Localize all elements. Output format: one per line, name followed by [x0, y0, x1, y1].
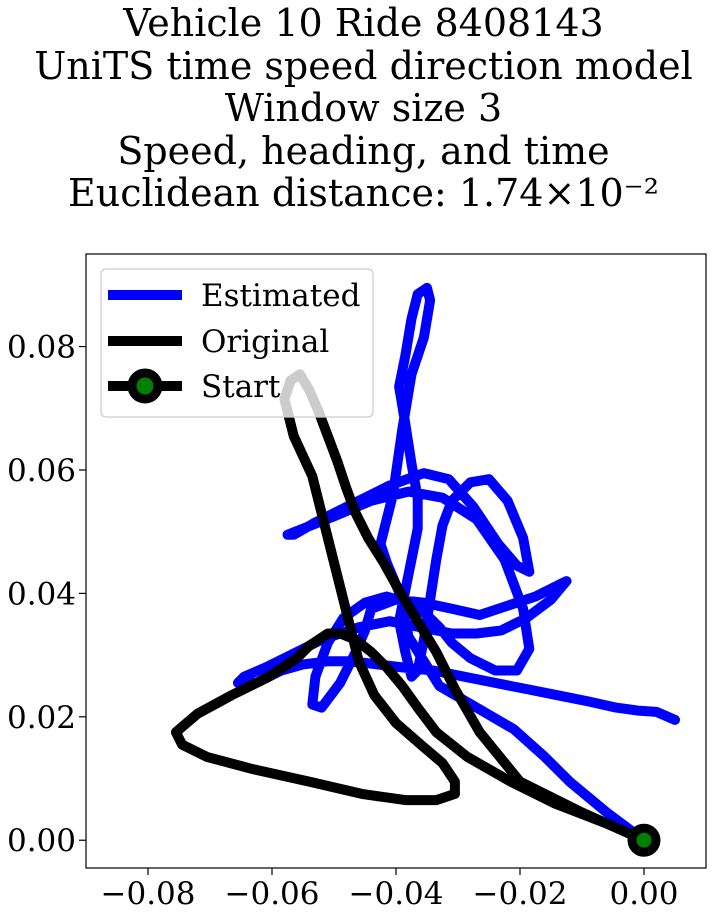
legend-label-estimated: Estimated [201, 278, 360, 314]
x-tick-label: −0.04 [349, 876, 444, 912]
title-line-model: UniTS time speed direction model [34, 43, 693, 88]
legend-label-start: Start [201, 369, 281, 405]
y-tick-label: 0.02 [7, 700, 76, 736]
x-tick-label: 0.00 [609, 876, 678, 912]
y-tick-label: 0.04 [7, 576, 76, 612]
y-tick-label: 0.08 [7, 330, 76, 366]
title-line-vehicle: Vehicle 10 Ride 8408143 [123, 1, 604, 45]
marker-layer [627, 823, 661, 857]
x-tick-label: −0.08 [101, 876, 196, 912]
x-tick-label: −0.02 [473, 876, 568, 912]
y-tick-label: 0.06 [7, 453, 76, 489]
title-line-window: Window size 3 [224, 86, 503, 130]
series-layer [170, 282, 680, 846]
title-line-distance: Euclidean distance: 1.74×10⁻² [68, 171, 659, 215]
x-tick-label: −0.06 [225, 876, 320, 912]
legend-swatch-start-marker [127, 368, 163, 404]
start-marker [627, 823, 661, 857]
series-line-estimated [232, 282, 680, 846]
x-axis: −0.08 −0.06 −0.04 −0.02 0.00 [101, 868, 679, 912]
legend-box [100, 268, 374, 418]
legend-label-original: Original [201, 324, 329, 360]
legend: Estimated Original Start [100, 268, 374, 418]
chart-title: Vehicle 10 Ride 8408143 UniTS time speed… [0, 2, 727, 215]
y-tick-label: 0.00 [7, 823, 76, 859]
title-line-features: Speed, heading, and time [117, 128, 610, 173]
y-axis: 0.00 0.02 0.04 0.06 0.08 [7, 330, 86, 859]
series-line-original [170, 369, 649, 846]
